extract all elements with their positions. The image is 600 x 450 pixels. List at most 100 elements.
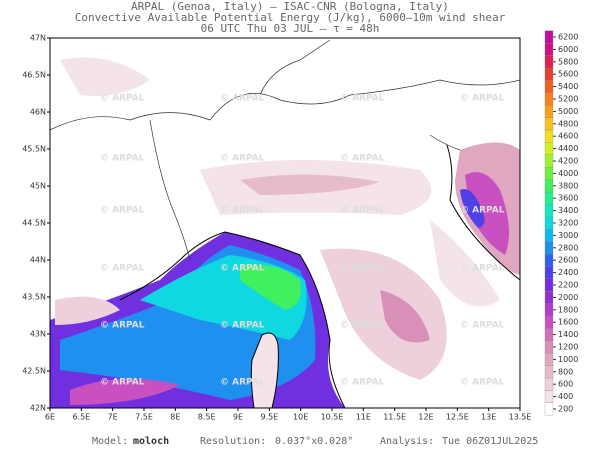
colorbar-label: 1000 xyxy=(558,355,578,364)
lon-tick-label: 8.5E xyxy=(198,413,216,422)
colorbar-label: 4800 xyxy=(558,119,578,128)
colorbar-swatch xyxy=(544,266,554,279)
lat-tick-label: 46.5N xyxy=(22,71,46,80)
colorbar-label: 5800 xyxy=(558,57,578,66)
lon-tick-label: 11E xyxy=(356,413,371,422)
field xyxy=(430,220,500,307)
watermark: © ARPAL xyxy=(220,94,265,104)
colorbar-label: 1200 xyxy=(558,343,578,352)
colorbar-swatch xyxy=(544,253,554,267)
watermark: © ARPAL xyxy=(220,378,265,388)
colorbar-swatch xyxy=(544,278,554,292)
colorbar-swatch xyxy=(544,179,554,193)
colorbar-swatch xyxy=(544,204,554,217)
coastline xyxy=(119,231,346,408)
lon-tick-label: 10.5E xyxy=(321,413,344,422)
map: © ARPAL © ARPAL © ARPAL © ARPAL © ARPAL © ARP… xyxy=(22,34,531,422)
colorbar-label: 6000 xyxy=(558,45,578,54)
lon-tick-label: 9E xyxy=(233,413,243,422)
watermark: © ARPAL xyxy=(340,206,385,216)
footer-label: Analysis: xyxy=(380,436,434,447)
lat-tick-label: 45N xyxy=(30,182,46,191)
colorbar-swatch xyxy=(544,353,554,366)
colorbar-label: 2400 xyxy=(558,268,578,277)
lon-tick-label: 12.5E xyxy=(446,413,469,422)
lat-tick-label: 43.5N xyxy=(22,293,46,302)
colorbar-label: 6200 xyxy=(558,33,578,42)
colorbar-label: 5200 xyxy=(558,95,578,104)
colorbar-swatch xyxy=(544,365,554,379)
colorbar-swatch xyxy=(544,191,554,205)
colorbar-swatch xyxy=(544,303,554,317)
footer-value: Tue 06Z01JUL2025 xyxy=(442,436,538,447)
colorbar-swatch xyxy=(544,377,554,391)
footer-label: Resolution: xyxy=(200,436,266,447)
border xyxy=(429,134,461,151)
lon-tick-label: 6E xyxy=(45,413,55,422)
watermark: © ARPAL xyxy=(100,264,145,274)
watermark: © ARPAL xyxy=(220,264,265,274)
lat-tick-label: 44.5N xyxy=(22,219,46,228)
colorbar-label: 5600 xyxy=(558,70,578,79)
colorbar-label: 3200 xyxy=(558,219,578,228)
colorbar-swatch xyxy=(544,229,554,242)
lon-tick-label: 10E xyxy=(293,413,308,422)
colorbar-swatch xyxy=(544,241,554,255)
corsica xyxy=(250,332,279,408)
colorbar-label: 5000 xyxy=(558,107,578,116)
colorbar-swatch xyxy=(544,328,554,341)
watermark: © ARPAL xyxy=(100,154,145,164)
colorbar-label: 4400 xyxy=(558,144,578,153)
field xyxy=(465,172,509,255)
lat-tick-label: 42N xyxy=(30,404,46,413)
lon-tick-label: 11.5E xyxy=(383,413,406,422)
colorbar-label: 3800 xyxy=(558,181,578,190)
lon-tick-label: 6.5E xyxy=(72,413,90,422)
lat-tick-label: 43N xyxy=(30,330,46,339)
border xyxy=(259,39,331,96)
colorbar-label: 1800 xyxy=(558,305,578,314)
field xyxy=(60,57,150,96)
watermark: © ARPAL xyxy=(100,378,145,388)
watermark: © ARPAL xyxy=(340,94,385,104)
colorbar-label: 200 xyxy=(558,405,573,414)
lat-tick-label: 46N xyxy=(30,108,46,117)
colorbar-label: 800 xyxy=(558,367,573,376)
field xyxy=(380,290,430,343)
colorbar-swatch xyxy=(544,105,554,118)
watermark: © ARPAL xyxy=(100,94,145,104)
lon-tick-label: 9.5E xyxy=(260,413,278,422)
footer-label: Model: xyxy=(92,436,128,447)
field xyxy=(320,248,447,380)
watermark: © ARPAL xyxy=(100,321,145,331)
colorbar-label: 400 xyxy=(558,392,573,401)
colorbar-label: 1600 xyxy=(558,318,578,327)
colorbar-swatch xyxy=(544,43,554,56)
lon-tick-label: 13E xyxy=(481,413,496,422)
colorbar-label: 2600 xyxy=(558,256,578,265)
lon-tick-label: 7E xyxy=(108,413,118,422)
colorbar-label: 3600 xyxy=(558,194,578,203)
lon-tick-label: 12E xyxy=(418,413,433,422)
lon-tick-label: 7.5E xyxy=(135,413,153,422)
title-line: 06 UTC Thu 03 JUL – τ = 48h xyxy=(201,22,380,35)
lat-tick-label: 47N xyxy=(30,34,46,43)
watermark: © ARPAL xyxy=(340,378,385,388)
colorbar-label: 2000 xyxy=(558,293,578,302)
colorbar-label: 4600 xyxy=(558,132,578,141)
colorbar-label: 4000 xyxy=(558,169,578,178)
colorbar-swatch xyxy=(544,402,554,416)
border xyxy=(50,79,520,131)
colorbar-swatch xyxy=(544,67,554,81)
colorbar-swatch xyxy=(544,129,554,143)
lat-tick-label: 42.5N xyxy=(22,367,46,376)
lat-tick-label: 44N xyxy=(30,256,46,265)
colorbar-label: 2800 xyxy=(558,243,578,252)
colorbar-swatch xyxy=(544,291,554,304)
field xyxy=(55,296,120,325)
watermark: © ARPAL xyxy=(340,321,385,331)
colorbar-swatch xyxy=(544,315,554,329)
colorbar-label: 3000 xyxy=(558,231,578,240)
watermark: © ARPAL xyxy=(220,321,265,331)
